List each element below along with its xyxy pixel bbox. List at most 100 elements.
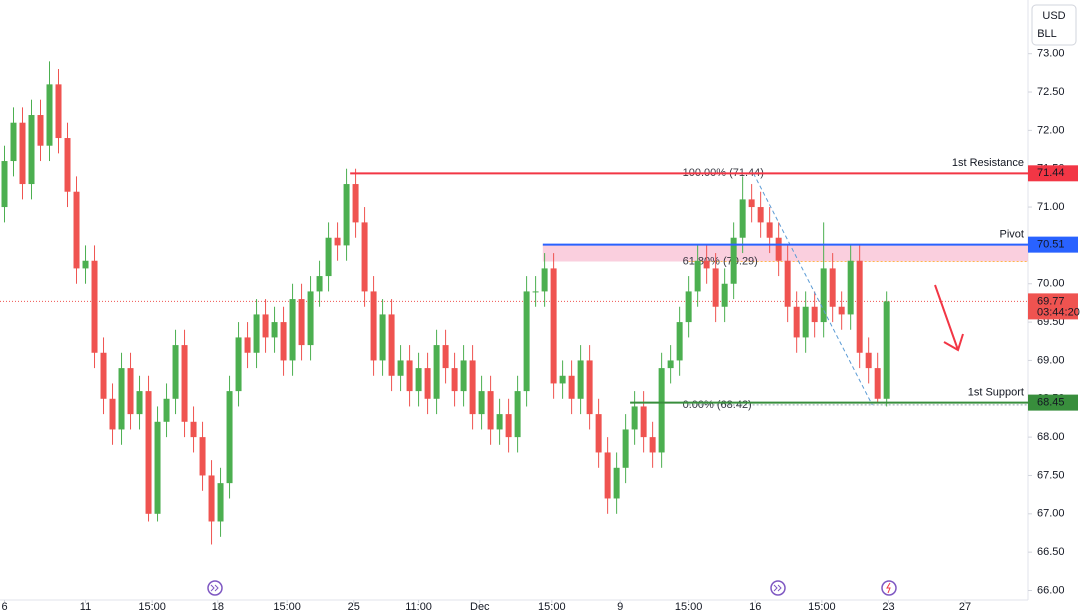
candle-body [631,406,638,430]
candle-body [334,237,341,246]
candle-body [307,291,314,346]
candle-body [478,391,485,415]
candle-body [676,322,683,361]
candle-body [496,414,503,430]
candle-body [379,314,386,361]
trend-line [753,173,873,406]
candle-body [469,360,476,415]
level-price: 70.51 [1037,239,1065,251]
candle-body [316,276,323,292]
candle-body [883,301,890,399]
x-tick-label: 23 [882,601,894,613]
x-tick-label: 15:00 [273,601,301,613]
candle-body [550,268,557,384]
fib-label: 61.80% (70.29) [683,255,758,267]
candle-body [1,161,8,208]
candle-body [514,391,521,438]
candle-body [244,337,251,353]
candle-body [748,199,755,208]
candle-body [739,199,746,238]
candle-body [37,115,44,146]
x-tick-label: 15:00 [808,601,836,613]
countdown: 03:44:20 [1037,306,1080,318]
candle-body [352,184,359,223]
candle-body [865,352,872,369]
x-tick-label: 11 [80,601,91,613]
candle-body [523,291,530,392]
candle-body [343,184,350,246]
x-tick-label: Dec [470,601,490,613]
candle-body [46,84,53,146]
y-tick-label: 72.50 [1037,86,1065,98]
candle-body [262,314,269,338]
candle-body [361,222,368,292]
x-tick-label: 15:00 [138,601,166,613]
candle-body [442,345,449,369]
currency-label: USD [1042,10,1065,22]
candle-body [181,345,188,422]
y-tick-label: 73.00 [1037,48,1065,60]
candle-body [199,437,206,476]
last-price-box [1028,293,1078,320]
event-icon[interactable] [770,580,786,596]
candle-body [856,260,863,353]
candle-body [253,314,260,353]
candle-body [658,368,665,453]
candle-body [829,268,836,307]
currency-box[interactable] [1031,4,1077,46]
event-icon[interactable] [207,580,223,596]
arrow [934,284,964,352]
x-tick-label: 11:00 [405,601,432,613]
candle-body [784,260,791,307]
x-tick-label: 16 [749,601,761,613]
candle-body [118,368,125,430]
candle-body [325,237,332,277]
candle-body [235,337,242,392]
candle-body [820,268,827,323]
candle-body [415,368,422,392]
y-tick-label: 72.00 [1037,124,1065,136]
candle-body [163,398,170,422]
y-tick-label: 66.50 [1037,546,1065,558]
candle-body [487,391,494,430]
candle-body [811,306,818,323]
x-tick-label: 15:00 [675,601,703,613]
candle-body [91,260,98,353]
candle-body [847,260,854,315]
x-tick-label: 18 [212,601,224,613]
candle-body [136,391,143,415]
candle-body [685,291,692,323]
candle-body [406,360,413,392]
candle-body [55,84,62,139]
candle-body [280,322,287,361]
level-price-box [1028,236,1078,253]
level-name: 1st Resistance [952,157,1024,169]
candle-body [874,368,881,399]
x-tick-label: 27 [959,601,971,613]
x-tick-label: 15:00 [538,601,566,613]
candle-body [10,122,17,162]
candle-body [793,306,800,338]
candle-body [559,375,566,384]
candle-body [271,322,278,338]
last-price: 69.77 [1037,295,1065,307]
x-tick-label: 25 [348,601,360,613]
y-tick-label: 66.00 [1037,584,1065,596]
candle-body [388,314,395,376]
candle-body [451,368,458,392]
candle-body [703,260,710,269]
candle-body [433,345,440,399]
candle-body [595,414,602,453]
candle-body [775,237,782,261]
candle-body [226,391,233,484]
candle-body [649,437,656,453]
event-icon[interactable] [881,580,897,596]
pivot-zone [542,244,1028,262]
candle-body [298,299,305,346]
candle-body [757,207,764,223]
candle-body [532,291,539,293]
candle-body [217,483,224,522]
candle-body [28,115,35,185]
